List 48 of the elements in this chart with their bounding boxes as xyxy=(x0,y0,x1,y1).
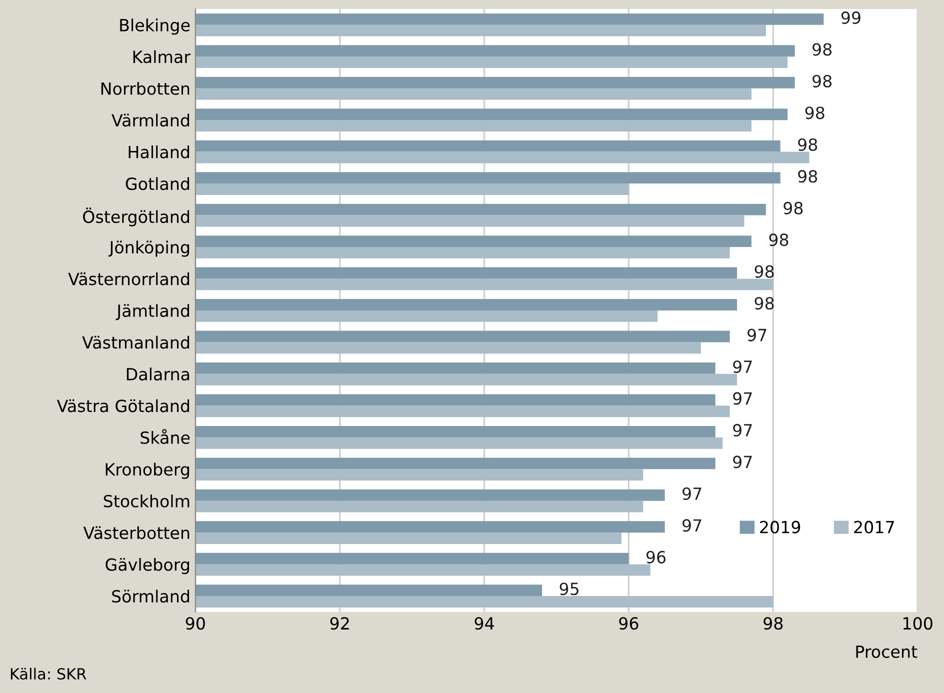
y-tick-label: Skåne xyxy=(140,429,190,444)
data-label: 98 xyxy=(798,138,818,151)
legend-label: 2019 xyxy=(760,520,800,534)
y-tick-label: Västra Götaland xyxy=(56,399,190,412)
x-tick-label: 94 xyxy=(474,617,494,630)
data-label: 97 xyxy=(733,392,752,405)
x-tick-label: 90 xyxy=(186,617,205,630)
data-label: 98 xyxy=(754,265,774,278)
y-tick-label: Kronoberg xyxy=(106,462,190,479)
data-label: 97 xyxy=(682,519,702,532)
y-tick-label: Kalmar xyxy=(133,50,191,64)
y-tick-label: Jämtland xyxy=(116,304,190,320)
x-tick-label: 100 xyxy=(903,617,932,630)
y-tick-label: Östergötland xyxy=(83,208,190,226)
data-label: 97 xyxy=(733,424,752,437)
y-tick-label: Gävleborg xyxy=(106,558,190,574)
x-axis-title: Procent xyxy=(856,646,918,658)
y-tick-label: Norrbotten xyxy=(101,82,190,95)
data-label: 97 xyxy=(748,328,766,342)
data-label: 98 xyxy=(769,234,788,246)
data-label: 98 xyxy=(798,170,818,183)
y-tick-label: Västmanland xyxy=(82,336,190,349)
y-tick-label: Stockholm xyxy=(104,494,190,508)
data-label: 99 xyxy=(841,11,860,24)
data-label: 97 xyxy=(733,360,752,374)
y-tick-label: Gotland xyxy=(126,177,190,190)
x-tick-label: 96 xyxy=(619,617,638,630)
data-label: 97 xyxy=(682,487,702,500)
x-tick-label: 92 xyxy=(330,617,349,630)
y-tick-label: Västernorrland xyxy=(68,272,190,286)
y-tick-label: Värmland xyxy=(112,114,190,127)
y-tick-label: Västerbotten xyxy=(83,526,190,540)
data-label: 97 xyxy=(733,456,752,468)
data-label: 98 xyxy=(812,43,832,56)
data-label: 98 xyxy=(812,74,832,88)
y-tick-label: Jönköping xyxy=(108,240,190,257)
data-label: 98 xyxy=(754,296,774,310)
x-tick-label: 98 xyxy=(764,617,783,630)
legend-label: 2017 xyxy=(854,520,894,534)
text: Källa: SKR xyxy=(10,668,86,680)
data-label: 98 xyxy=(784,202,803,214)
y-tick-label: Sörmland xyxy=(112,590,190,603)
y-tick-label: Halland xyxy=(128,145,190,158)
y-tick-label: Blekinge xyxy=(120,18,190,35)
data-label: 98 xyxy=(805,106,824,120)
data-label: 96 xyxy=(646,550,666,564)
data-label: 95 xyxy=(560,582,578,596)
y-tick-label: Dalarna xyxy=(126,368,190,380)
